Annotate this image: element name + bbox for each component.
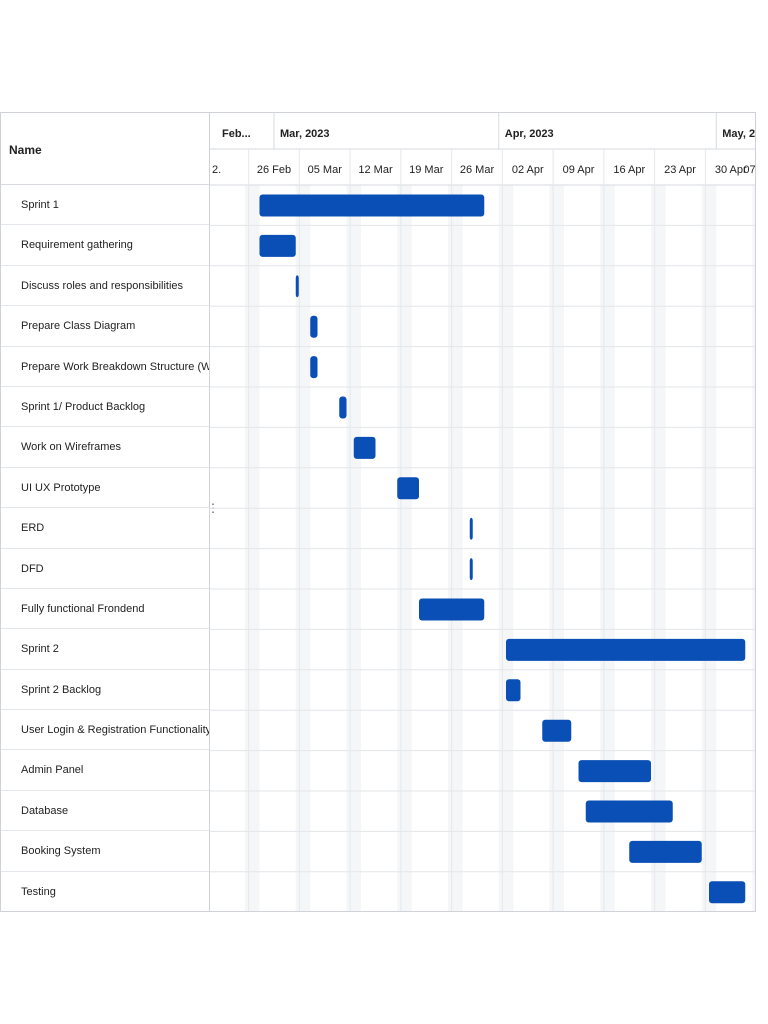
weekend-shade [607,185,615,911]
task-name-row[interactable]: Fully functional Frondend [1,589,209,630]
task-name-row[interactable]: Sprint 1 [1,185,209,226]
task-bar[interactable] [469,517,473,540]
task-bar[interactable] [295,275,299,298]
task-bar[interactable] [397,477,419,500]
weekend-shade [455,185,463,911]
weekend-shade [252,185,260,911]
task-bar[interactable] [469,558,473,581]
weekend-shade [658,185,666,911]
task-bar[interactable] [506,638,746,661]
task-bar[interactable] [310,315,318,338]
task-bar[interactable] [542,719,572,742]
grid-splitter[interactable] [209,113,210,911]
task-name-row[interactable]: UI UX Prototype [1,468,209,509]
weekend-shade [353,185,361,911]
task-name-row[interactable]: Sprint 2 Backlog [1,670,209,711]
task-name-row[interactable]: Discuss roles and responsibilities [1,266,209,307]
month-label: Mar, 2023 [280,128,330,140]
task-name-row[interactable]: Requirement gathering [1,225,209,266]
task-name-row[interactable]: Database [1,791,209,832]
task-bar[interactable] [419,598,485,621]
task-name-row[interactable]: Sprint 2 [1,629,209,670]
task-name-row[interactable]: Admin Panel [1,750,209,791]
task-bar[interactable] [310,356,318,379]
week-tick-label: 26 Mar [460,164,495,176]
week-tick-label: 05 Mar [308,164,343,176]
weekend-shade [556,185,564,911]
task-name-row[interactable]: ERD [1,508,209,549]
month-label: May, 2023 [722,128,755,140]
task-name-row[interactable]: Testing [21,885,56,898]
week-tick-label: 16 Apr [613,164,645,176]
task-bar[interactable] [259,234,296,257]
week-tick-label: 26 Feb [257,164,291,176]
task-bar[interactable] [353,436,376,459]
week-tick-label: 07 ... [743,164,755,176]
task-bar[interactable] [629,840,702,863]
task-name-row[interactable]: Prepare Class Diagram [1,306,209,347]
week-tick-label: 19 Mar [409,164,444,176]
name-column-header[interactable]: Name [1,113,209,185]
task-name-row[interactable]: User Login & Registration Functionality [1,710,209,751]
task-bar[interactable] [709,881,746,904]
month-label: Feb... [222,128,251,140]
task-bar[interactable] [585,800,673,823]
weekend-shade [752,185,755,911]
timeline-chart: Feb... Mar, 2023 Apr, 2023 May, 2023 2. 26 Fe… [210,113,755,911]
task-name-row[interactable]: Booking System [1,831,209,872]
task-bar[interactable] [339,396,347,419]
gantt-chart: Name Sprint 1 Requirement gathering Discus… [0,112,756,912]
week-tick-label: 02 Apr [512,164,544,176]
weekend-shade [709,185,717,911]
weekend-shade [404,185,412,911]
task-bar[interactable] [259,194,485,217]
task-name-row[interactable]: DFD [1,549,209,589]
weekend-shade [506,185,514,911]
weekend-shade [303,185,311,911]
task-list: Sprint 1 Requirement gathering Discuss rol… [1,185,209,912]
week-tick-label: 23 Apr [664,164,696,176]
week-tick-label: 12 Mar [358,164,393,176]
month-label: Apr, 2023 [505,128,554,140]
task-bar[interactable] [578,760,652,783]
task-bar[interactable] [506,679,521,702]
week-tick-label: 2. [212,164,221,176]
task-name-row[interactable]: Work on Wireframes [1,427,209,468]
week-tick-label: 09 Apr [563,164,595,176]
task-name-row[interactable]: Sprint 1/ Product Backlog [1,387,209,428]
task-name-row[interactable]: Prepare Work Breakdown Structure (WBS) [1,347,209,387]
week-tick-label: 30 Apr [715,164,747,176]
